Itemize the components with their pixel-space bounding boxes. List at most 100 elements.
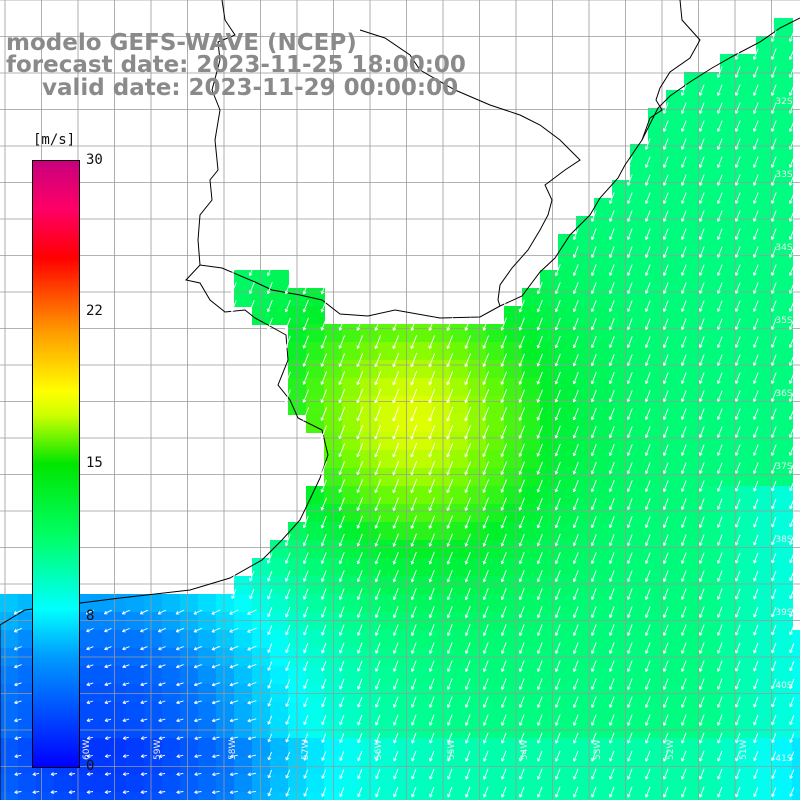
wind-arrow — [518, 461, 525, 475]
wind-cell — [738, 612, 757, 631]
wind-arrow — [357, 642, 363, 654]
wind-cell — [306, 594, 325, 613]
wind-arrow — [663, 768, 669, 780]
wind-arrow — [284, 389, 291, 403]
wind-cell — [612, 234, 631, 253]
wind-arrow — [699, 786, 705, 798]
wind-cell — [432, 450, 451, 469]
wind-cell — [342, 576, 361, 595]
wind-cell — [342, 756, 361, 775]
wind-arrow — [788, 48, 795, 60]
wind-arrow — [662, 354, 669, 366]
wind-cell — [630, 666, 649, 685]
wind-cell — [738, 252, 757, 271]
wind-cell — [378, 342, 397, 361]
wind-cell — [720, 342, 739, 361]
wind-cell — [684, 252, 703, 271]
wind-arrow — [500, 515, 507, 529]
wind-cell — [720, 666, 739, 685]
wind-cell — [396, 522, 415, 541]
wind-arrow — [320, 407, 328, 421]
wind-cell — [234, 612, 253, 631]
wind-arrow — [608, 408, 615, 421]
wind-cell — [630, 342, 649, 361]
wind-cell — [558, 342, 577, 361]
wind-arrow — [356, 388, 364, 404]
wind-arrow — [626, 624, 633, 636]
wind-arrow — [735, 498, 741, 510]
wind-arrow — [482, 624, 489, 637]
wind-arrow — [122, 754, 129, 758]
wind-cell — [396, 792, 415, 800]
wind-cell — [90, 666, 109, 685]
wind-arrow — [500, 696, 507, 708]
wind-arrow — [752, 426, 759, 438]
wind-arrow — [716, 210, 723, 222]
wind-cell — [540, 576, 559, 595]
wind-arrow — [645, 750, 651, 762]
wind-arrow — [321, 678, 327, 690]
wind-arrow — [446, 406, 454, 422]
wind-arrow — [590, 282, 597, 295]
wind-cell — [576, 270, 595, 289]
wind-arrow — [303, 606, 309, 618]
wind-arrow — [680, 588, 687, 600]
wind-arrow — [572, 660, 579, 672]
wind-arrow — [338, 497, 345, 511]
wind-cell — [792, 720, 800, 739]
wind-arrow — [393, 660, 399, 672]
wind-arrow — [410, 551, 417, 565]
wind-arrow — [716, 66, 723, 78]
wind-cell — [558, 720, 577, 739]
wind-arrow — [158, 790, 166, 795]
wind-cell — [162, 612, 181, 631]
wind-arrow — [554, 696, 561, 708]
wind-arrow — [302, 317, 309, 331]
wind-cell — [648, 126, 667, 145]
wind-cell — [288, 774, 307, 793]
wind-arrow — [662, 678, 669, 690]
wind-cell — [648, 540, 667, 559]
wind-cell — [414, 702, 433, 721]
wind-arrow — [717, 624, 723, 636]
wind-arrow — [518, 660, 525, 672]
wind-arrow — [249, 570, 255, 582]
wind-arrow — [393, 750, 399, 762]
wind-arrow — [680, 282, 687, 294]
wind-cell — [594, 702, 613, 721]
wind-cell — [702, 252, 721, 271]
wind-arrow — [698, 408, 705, 420]
wind-cell — [414, 630, 433, 649]
wind-cell — [720, 54, 739, 73]
wind-cell — [450, 540, 469, 559]
wind-cell — [180, 792, 199, 800]
wind-cell — [756, 108, 775, 127]
wind-arrow — [500, 606, 507, 619]
wind-arrow — [627, 768, 633, 780]
wind-cell — [666, 702, 685, 721]
wind-arrow — [247, 736, 257, 741]
wind-cell — [108, 738, 127, 757]
wind-arrow — [446, 424, 454, 440]
wind-cell — [738, 144, 757, 163]
wind-cell — [666, 270, 685, 289]
wind-cell — [756, 216, 775, 235]
wind-cell — [450, 486, 469, 505]
wind-arrow — [788, 444, 795, 456]
wind-arrow — [429, 768, 435, 780]
wind-arrow — [698, 696, 705, 708]
wind-arrow — [608, 570, 615, 582]
wind-arrow — [285, 697, 291, 707]
wind-arrow — [500, 299, 507, 313]
wind-arrow — [788, 120, 795, 132]
wind-arrow — [501, 750, 507, 762]
wind-arrow — [267, 552, 273, 564]
wind-arrow — [698, 300, 705, 312]
wind-arrow — [375, 750, 381, 762]
wind-cell — [432, 486, 451, 505]
wind-arrow — [229, 627, 239, 633]
wind-cell — [666, 90, 685, 109]
wind-cell — [306, 414, 325, 433]
wind-arrow — [590, 696, 597, 708]
